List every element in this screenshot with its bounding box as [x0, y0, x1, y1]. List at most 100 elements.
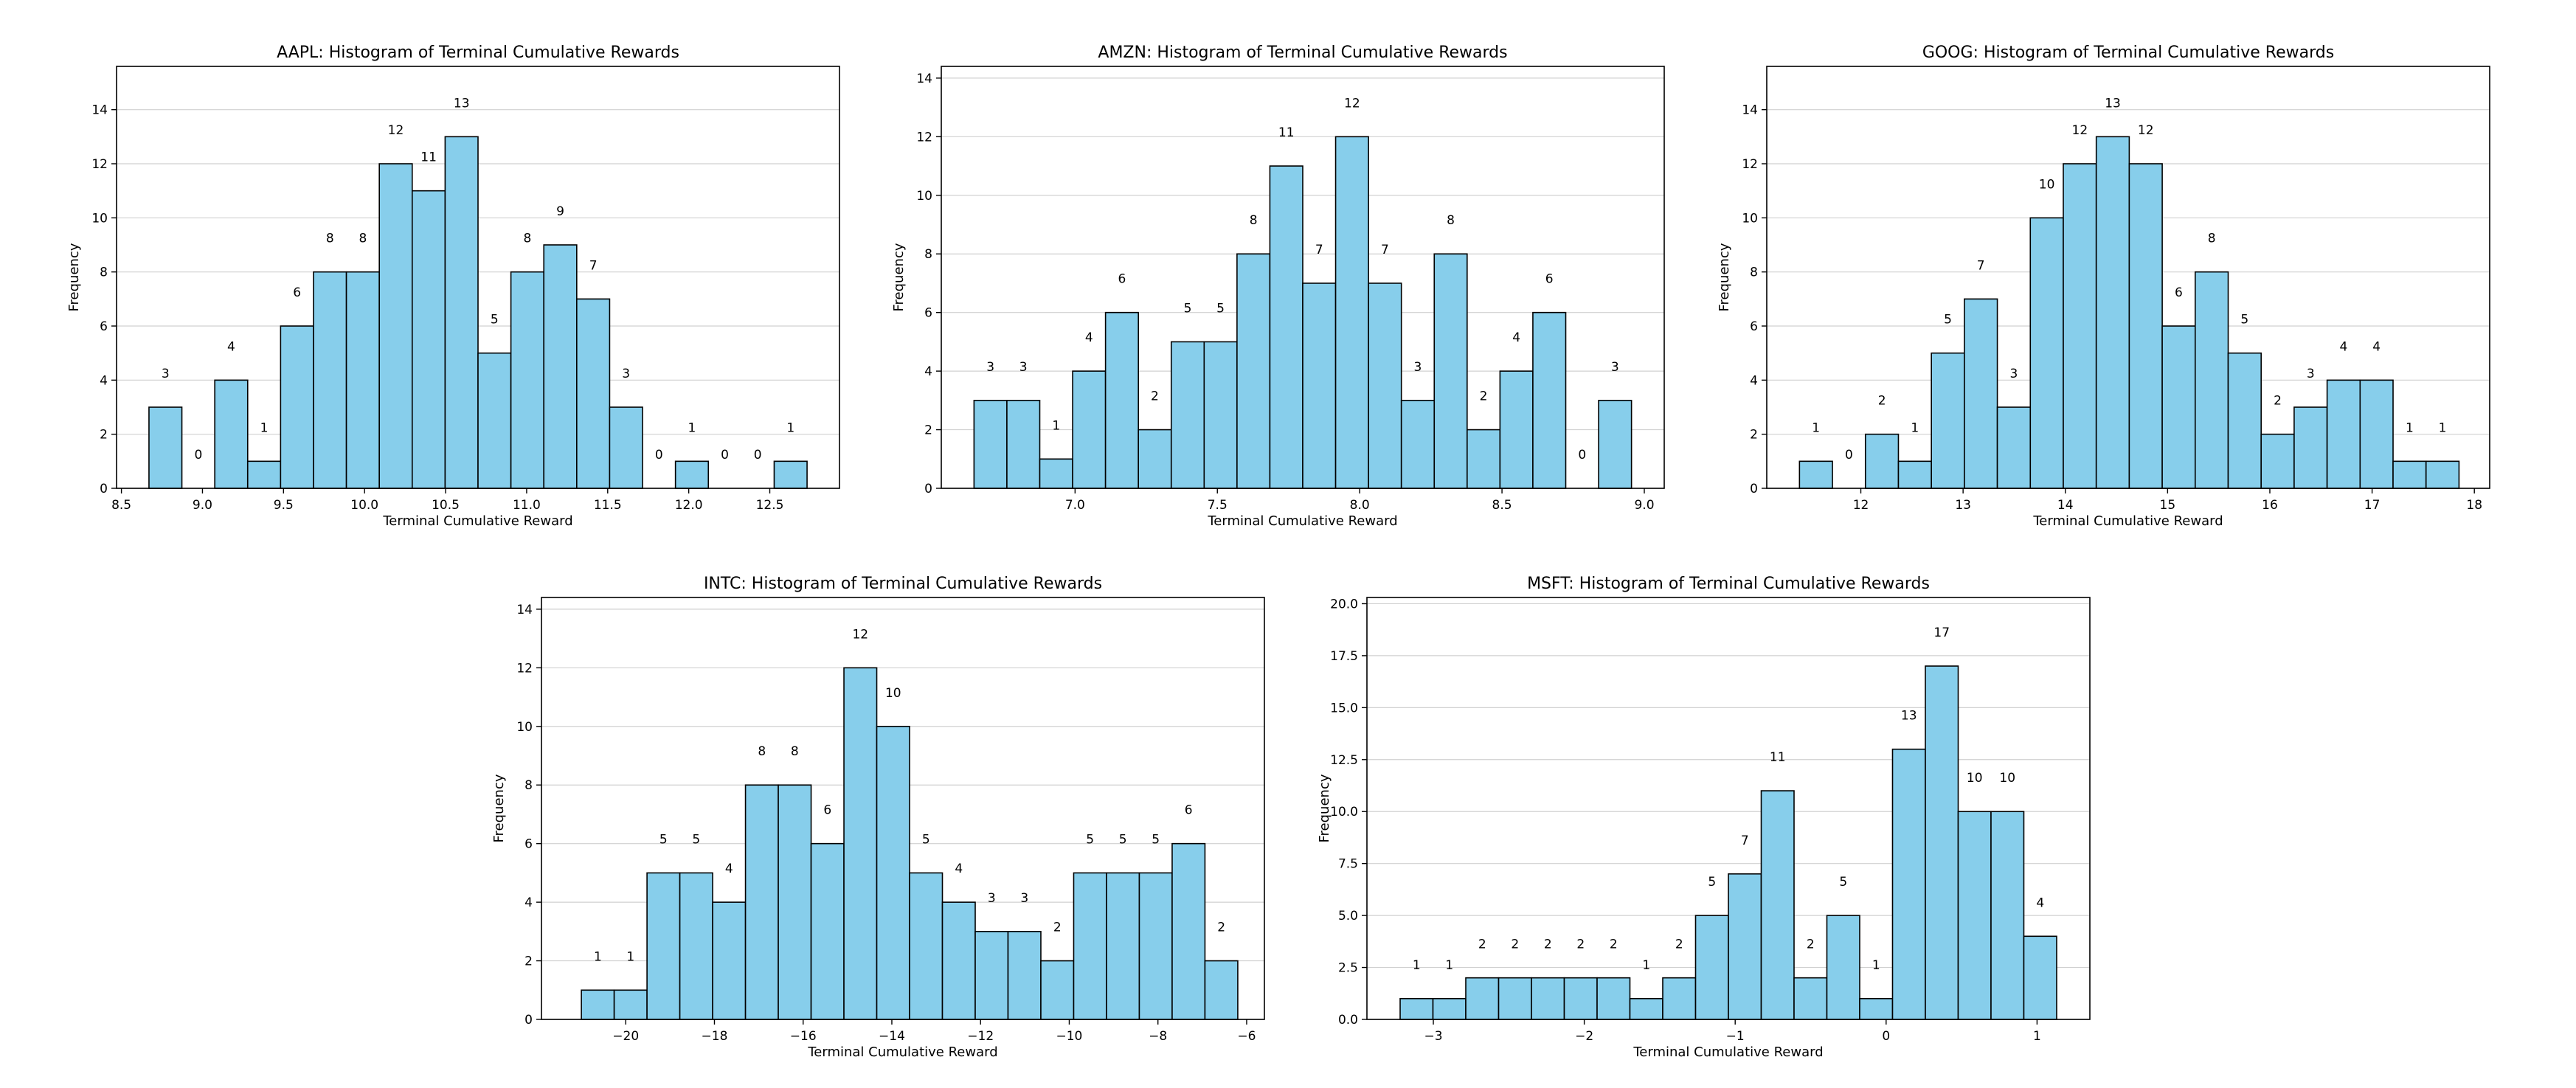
chart-title: MSFT: Histogram of Terminal Cumulative R…	[1527, 575, 1930, 593]
y-tick-label: 6	[1750, 319, 1758, 334]
histogram-bar	[411, 190, 446, 489]
bar-value-label: 4	[1512, 330, 1520, 345]
histogram-bar	[1532, 311, 1567, 489]
histogram-bar	[778, 784, 812, 1020]
x-tick-label: 0	[1882, 1029, 1890, 1044]
histogram-bar	[1499, 370, 1534, 489]
x-tick-label: 7.0	[1065, 498, 1085, 513]
histogram-bar	[2227, 352, 2262, 489]
bar-value-label: 3	[2307, 367, 2315, 381]
x-tick-label: 16	[2262, 498, 2278, 513]
y-tick-label: 14	[1742, 103, 1758, 118]
histogram-bar	[477, 352, 512, 489]
bar-value-label: 2	[1480, 389, 1488, 404]
x-tick-label: 10.5	[432, 498, 460, 513]
histogram-bar	[1236, 253, 1271, 489]
bar-value-label: 1	[1642, 958, 1650, 973]
histogram-bar	[1826, 915, 1860, 1020]
bar-value-label: 2	[1478, 938, 1486, 952]
histogram-bar	[1400, 400, 1436, 489]
y-tick-label: 10.0	[1330, 805, 1358, 820]
histogram-bar	[1662, 977, 1697, 1020]
bar-value-label: 6	[823, 803, 831, 818]
bar-value-label: 5	[1216, 301, 1225, 316]
histogram-bar	[280, 325, 314, 489]
histogram-bar	[246, 460, 282, 489]
y-tick-label: 14	[91, 103, 108, 118]
bar-value-label: 7	[1977, 258, 1985, 273]
histogram-bar	[1170, 341, 1205, 489]
bar-value-label: 0	[721, 448, 729, 462]
histogram-bar	[1728, 873, 1762, 1020]
bar-value-label: 5	[692, 832, 700, 847]
histogram-bar	[679, 872, 713, 1020]
histogram-bar	[1106, 872, 1140, 1020]
y-tick-label: 4	[1750, 373, 1758, 388]
bar-value-label: 11	[1770, 750, 1786, 765]
bar-value-label: 10	[1967, 771, 1983, 786]
x-axis-label: Terminal Cumulative Reward	[807, 1044, 997, 1060]
bar-value-label: 2	[1217, 921, 1225, 935]
y-tick-label: 8	[100, 266, 108, 280]
histogram-bar	[1760, 790, 1795, 1020]
x-tick-label: −16	[790, 1029, 817, 1044]
bar-value-label: 1	[594, 949, 602, 964]
histogram-bar	[1039, 458, 1073, 489]
histogram-bar	[1399, 998, 1434, 1020]
bar-value-label: 9	[556, 204, 564, 219]
y-tick-label: 14	[916, 72, 932, 86]
y-tick-label: 2	[524, 954, 533, 969]
histogram-bar	[674, 460, 710, 489]
bar-value-label: 2	[1544, 938, 1552, 952]
histogram-bar	[2194, 271, 2229, 489]
histogram-bar	[1334, 136, 1369, 489]
histogram-bar	[2293, 406, 2328, 489]
bar-value-label: 2	[1151, 389, 1159, 404]
bar-value-label: 1	[1445, 958, 1453, 973]
y-tick-label: 5.0	[1338, 909, 1358, 924]
bar-value-label: 10	[885, 686, 901, 701]
y-tick-label: 17.5	[1330, 649, 1358, 664]
bar-value-label: 1	[1413, 958, 1421, 973]
bar-value-label: 3	[162, 367, 170, 381]
bar-value-label: 1	[1812, 420, 1820, 435]
chart-title: INTC: Histogram of Terminal Cumulative R…	[704, 575, 1102, 593]
histogram-bar	[1931, 352, 1965, 489]
x-tick-label: 9.0	[1634, 498, 1654, 513]
bar-value-label: 12	[852, 627, 868, 642]
axes-frame	[941, 66, 1665, 489]
x-axis-label: Terminal Cumulative Reward	[2032, 513, 2223, 529]
x-tick-label: 9.0	[193, 498, 212, 513]
histogram-bar	[744, 784, 779, 1020]
histogram-bar	[1990, 811, 2025, 1020]
histogram-bar	[1859, 998, 1894, 1020]
y-tick-label: 2	[100, 428, 108, 443]
bar-value-label: 3	[986, 360, 994, 375]
x-tick-label: 12.0	[675, 498, 703, 513]
bar-value-label: 5	[1119, 832, 1127, 847]
x-tick-label: 14	[2057, 498, 2074, 513]
y-tick-label: 20.0	[1330, 597, 1358, 611]
y-tick-label: 7.5	[1338, 857, 1358, 872]
bar-value-label: 1	[2439, 420, 2447, 435]
bar-value-label: 4	[227, 339, 235, 354]
histogram-bar	[2359, 379, 2394, 489]
bar-value-label: 6	[293, 285, 301, 300]
bar-value-label: 6	[1185, 803, 1193, 818]
bar-value-label: 8	[326, 232, 334, 246]
bar-value-label: 5	[1944, 313, 1952, 328]
histogram-bar	[543, 244, 578, 489]
bar-value-label: 2	[1675, 938, 1683, 952]
chart-title: AAPL: Histogram of Terminal Cumulative R…	[277, 44, 679, 62]
bar-value-label: 3	[1020, 891, 1028, 906]
histogram-bar	[2392, 460, 2427, 489]
histogram-bar	[2023, 935, 2057, 1020]
axes-frame	[541, 597, 1265, 1020]
histogram-bar	[973, 400, 1008, 489]
y-tick-label: 8	[524, 778, 533, 793]
histogram-bar	[876, 725, 910, 1020]
histogram-bar	[1269, 165, 1303, 489]
histogram-bar	[1006, 400, 1041, 489]
